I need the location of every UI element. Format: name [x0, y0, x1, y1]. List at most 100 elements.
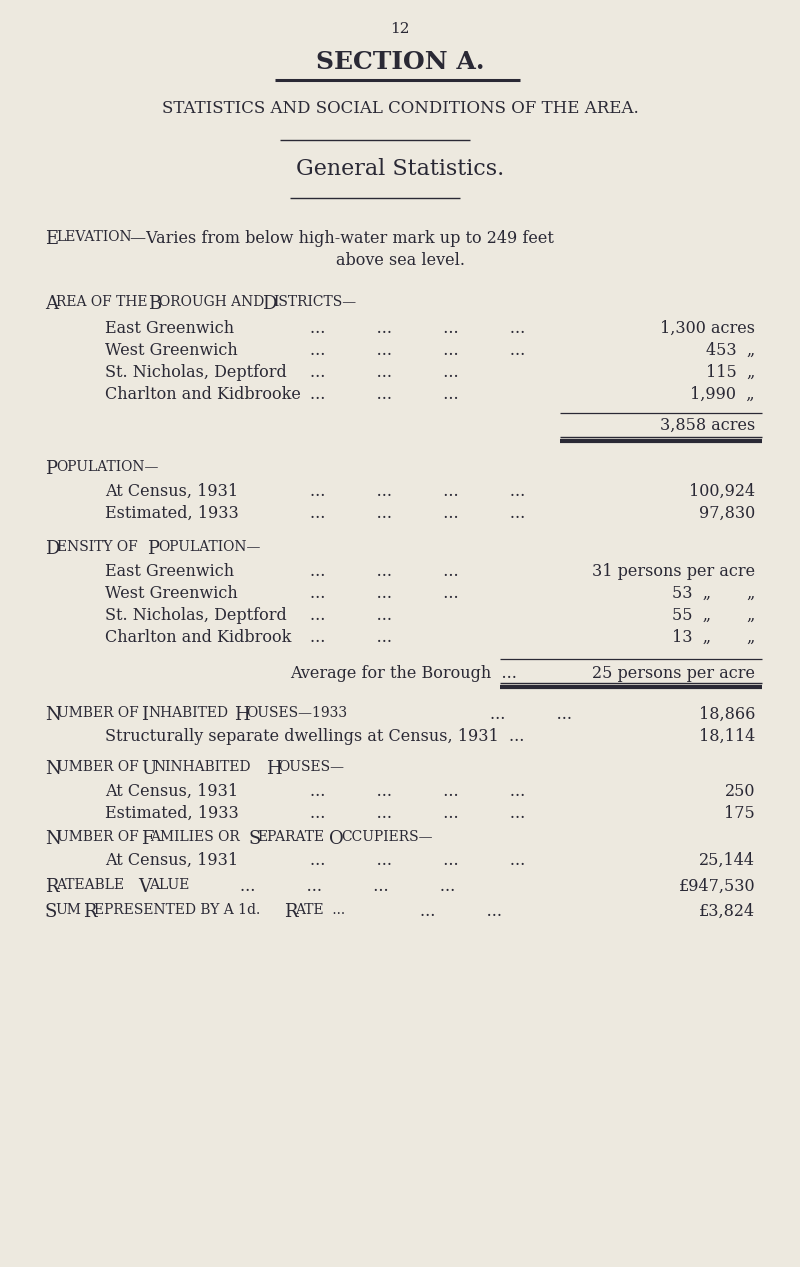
Text: V: V	[138, 878, 151, 896]
Text: F: F	[141, 830, 154, 848]
Text: P: P	[45, 460, 57, 478]
Text: N: N	[45, 830, 61, 848]
Text: H: H	[266, 760, 282, 778]
Text: ISTRICTS—: ISTRICTS—	[273, 295, 356, 309]
Text: UMBER OF: UMBER OF	[57, 706, 138, 720]
Text: —Varies from below high-water mark up to 249 feet: —Varies from below high-water mark up to…	[130, 231, 554, 247]
Text: At Census, 1931: At Census, 1931	[105, 851, 238, 869]
Text: OUSES—1933: OUSES—1933	[246, 706, 347, 720]
Text: OROUGH AND: OROUGH AND	[159, 295, 264, 309]
Text: NINHABITED: NINHABITED	[153, 760, 250, 774]
Text: General Statistics.: General Statistics.	[296, 158, 504, 180]
Text: Charlton and Kidbrook: Charlton and Kidbrook	[105, 628, 291, 646]
Text: above sea level.: above sea level.	[335, 252, 465, 269]
Text: ...          ...          ...          ...: ... ... ... ...	[310, 483, 526, 500]
Text: 25 persons per acre: 25 persons per acre	[592, 665, 755, 682]
Text: ...          ...          ...: ... ... ...	[310, 386, 458, 403]
Text: 18,114: 18,114	[698, 729, 755, 745]
Text: U: U	[141, 760, 156, 778]
Text: 453  „: 453 „	[706, 342, 755, 359]
Text: 100,924: 100,924	[689, 483, 755, 500]
Text: E: E	[45, 231, 58, 248]
Text: UMBER OF: UMBER OF	[57, 760, 138, 774]
Text: 3,858 acres: 3,858 acres	[660, 417, 755, 435]
Text: B: B	[148, 295, 162, 313]
Text: Estimated, 1933: Estimated, 1933	[105, 805, 238, 822]
Text: ...          ...          ...: ... ... ...	[310, 364, 458, 381]
Text: At Census, 1931: At Census, 1931	[105, 783, 238, 799]
Text: R: R	[284, 903, 298, 921]
Text: UMBER OF: UMBER OF	[57, 830, 138, 844]
Text: 53  „       „: 53 „ „	[672, 585, 755, 602]
Text: ATE  ...: ATE ...	[295, 903, 345, 917]
Text: 115  „: 115 „	[706, 364, 755, 381]
Text: I: I	[141, 706, 148, 723]
Text: Structurally separate dwellings at Census, 1931  ...: Structurally separate dwellings at Censu…	[105, 729, 524, 745]
Text: Average for the Borough  ...: Average for the Borough ...	[290, 665, 517, 682]
Text: 18,866: 18,866	[698, 706, 755, 723]
Text: ...          ...: ... ...	[490, 706, 572, 723]
Text: 175: 175	[724, 805, 755, 822]
Text: East Greenwich: East Greenwich	[105, 563, 234, 580]
Text: REA OF THE: REA OF THE	[56, 295, 147, 309]
Text: S: S	[45, 903, 58, 921]
Text: ...          ...          ...          ...: ... ... ... ...	[310, 851, 526, 869]
Text: EPARATE: EPARATE	[257, 830, 324, 844]
Text: AMILIES OR: AMILIES OR	[150, 830, 240, 844]
Text: NHABITED: NHABITED	[148, 706, 228, 720]
Text: £3,824: £3,824	[699, 903, 755, 920]
Text: ENSITY OF: ENSITY OF	[57, 540, 138, 554]
Text: 97,830: 97,830	[698, 506, 755, 522]
Text: OPULATION—: OPULATION—	[158, 540, 260, 554]
Text: £947,530: £947,530	[678, 878, 755, 895]
Text: St. Nicholas, Deptford: St. Nicholas, Deptford	[105, 607, 286, 625]
Text: Charlton and Kidbrooke: Charlton and Kidbrooke	[105, 386, 301, 403]
Text: 1,300 acres: 1,300 acres	[660, 321, 755, 337]
Text: At Census, 1931: At Census, 1931	[105, 483, 238, 500]
Text: ...          ...          ...          ...: ... ... ... ...	[310, 321, 526, 337]
Text: Estimated, 1933: Estimated, 1933	[105, 506, 238, 522]
Text: LEVATION: LEVATION	[56, 231, 132, 245]
Text: ...          ...: ... ...	[420, 903, 502, 920]
Text: ...          ...          ...          ...: ... ... ... ...	[310, 506, 526, 522]
Text: ...          ...: ... ...	[310, 628, 392, 646]
Text: O: O	[329, 830, 344, 848]
Text: EPRESENTED BY A 1d.: EPRESENTED BY A 1d.	[94, 903, 260, 917]
Text: ATEABLE: ATEABLE	[56, 878, 124, 892]
Text: 12: 12	[390, 22, 410, 35]
Text: R: R	[83, 903, 97, 921]
Text: West Greenwich: West Greenwich	[105, 585, 238, 602]
Text: 55  „       „: 55 „ „	[672, 607, 755, 625]
Text: ...          ...          ...: ... ... ...	[310, 563, 458, 580]
Text: 1,990  „: 1,990 „	[690, 386, 755, 403]
Text: ...          ...          ...          ...: ... ... ... ...	[310, 342, 526, 359]
Text: UM: UM	[55, 903, 81, 917]
Text: P: P	[147, 540, 159, 557]
Text: R: R	[45, 878, 58, 896]
Text: CCUPIERS—: CCUPIERS—	[341, 830, 433, 844]
Text: STATISTICS AND SOCIAL CONDITIONS OF THE AREA.: STATISTICS AND SOCIAL CONDITIONS OF THE …	[162, 100, 638, 117]
Text: ...          ...          ...          ...: ... ... ... ...	[310, 805, 526, 822]
Text: A: A	[45, 295, 58, 313]
Text: N: N	[45, 706, 61, 723]
Text: SECTION A.: SECTION A.	[316, 49, 484, 73]
Text: St. Nicholas, Deptford: St. Nicholas, Deptford	[105, 364, 286, 381]
Text: West Greenwich: West Greenwich	[105, 342, 238, 359]
Text: ...          ...: ... ...	[310, 607, 392, 625]
Text: East Greenwich: East Greenwich	[105, 321, 234, 337]
Text: H: H	[234, 706, 250, 723]
Text: OUSES—: OUSES—	[278, 760, 344, 774]
Text: 31 persons per acre: 31 persons per acre	[592, 563, 755, 580]
Text: D: D	[262, 295, 276, 313]
Text: OPULATION—: OPULATION—	[56, 460, 158, 474]
Text: 250: 250	[725, 783, 755, 799]
Text: ALUE: ALUE	[149, 878, 190, 892]
Text: N: N	[45, 760, 61, 778]
Text: ...          ...          ...: ... ... ...	[310, 585, 458, 602]
Text: ...          ...          ...          ...: ... ... ... ...	[240, 878, 455, 895]
Text: 13  „       „: 13 „ „	[672, 628, 755, 646]
Text: D: D	[45, 540, 59, 557]
Text: 25,144: 25,144	[699, 851, 755, 869]
Text: ...          ...          ...          ...: ... ... ... ...	[310, 783, 526, 799]
Text: S: S	[248, 830, 260, 848]
